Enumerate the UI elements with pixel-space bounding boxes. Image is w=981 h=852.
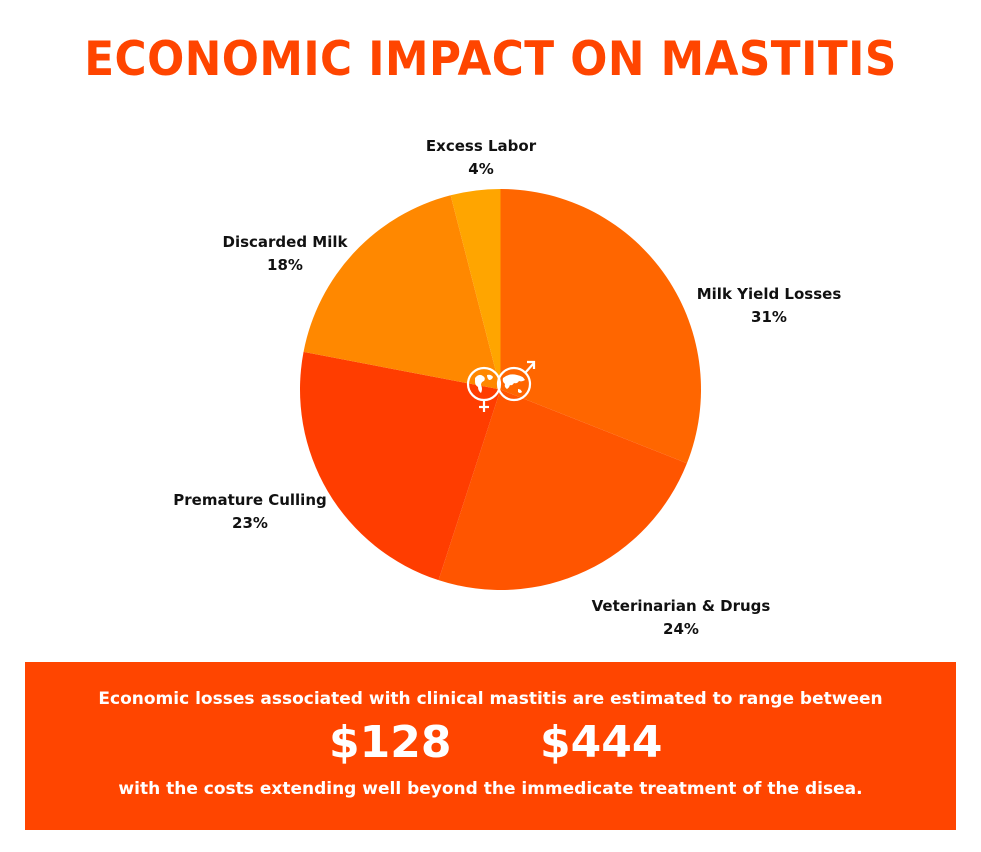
pie-slice-milk-yield-losses [500,189,701,464]
slice-label-value: 31% [751,308,787,326]
slice-label: Excess Labor 4% [426,135,536,181]
slice-label: Veterinarian & Drugs 24% [592,595,771,641]
chart-title: ECONOMIC IMPACT ON MASTITIS [84,32,897,87]
slice-label: Discarded Milk 18% [223,231,348,277]
cost-low-value: $128 [329,717,452,768]
slice-label-name: Veterinarian & Drugs [591,597,771,615]
gender-globe-icon [466,360,536,412]
banner-intro-text: Economic losses associated with clinical… [98,689,883,709]
pie-slice-premature-culling [299,351,501,581]
slice-label-name: Excess Labor [425,137,537,155]
pie-slice-discarded-milk [303,195,501,390]
cost-high-value: $444 [540,717,663,768]
pie-slice-excess-labor [450,189,501,390]
slice-label: Milk Yield Losses 31% [697,283,842,329]
summary-banner: Economic losses associated with clinical… [25,662,956,830]
slice-label-name: Discarded Milk [222,233,348,251]
cost-range: $128 $444 [25,717,956,777]
slice-label-name: Premature Culling [173,491,327,509]
slice-label-name: Milk Yield Losses [696,285,842,303]
slice-label: Premature Culling 23% [173,489,327,535]
slice-label-value: 23% [232,514,268,532]
banner-footer-text: with the costs extending well beyond the… [118,779,863,799]
slice-label-value: 4% [468,160,494,178]
slice-label-value: 24% [663,620,699,638]
pie-slice-veterinarian-drugs [438,389,687,590]
slice-label-value: 18% [267,256,303,274]
